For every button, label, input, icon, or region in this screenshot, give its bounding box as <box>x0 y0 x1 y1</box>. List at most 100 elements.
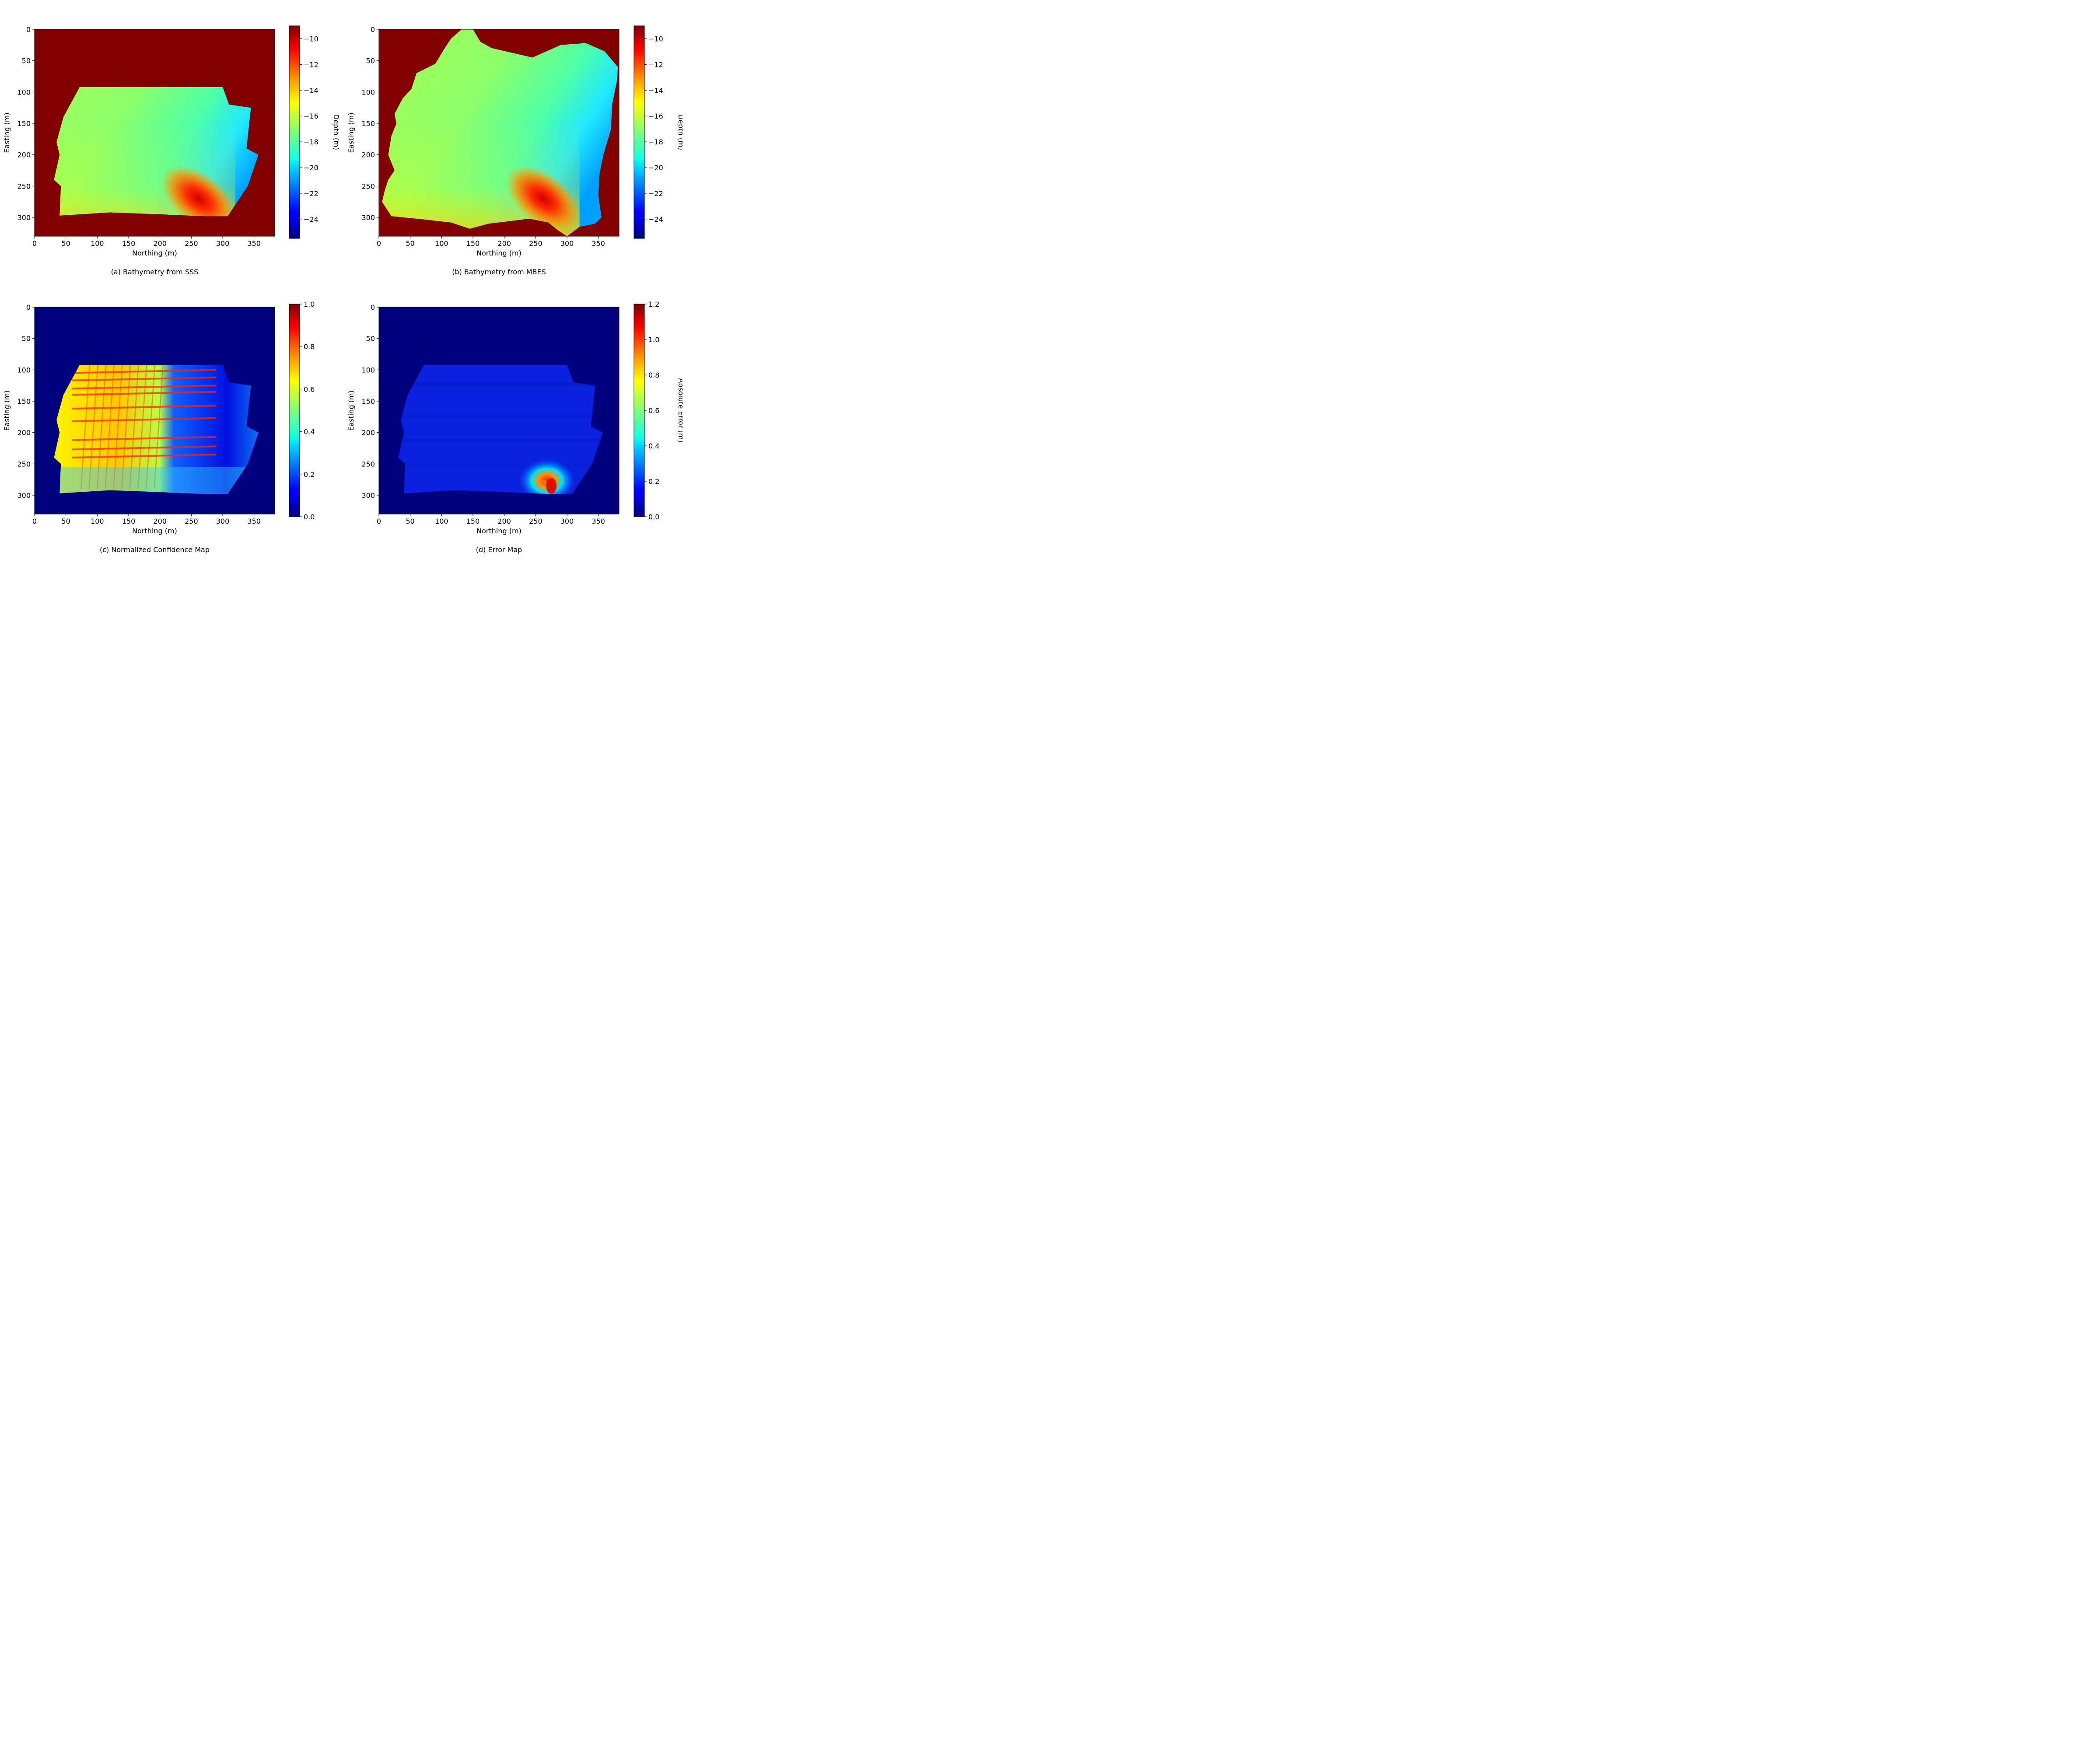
error-hotspot <box>546 478 557 494</box>
y-tick-label: 100 <box>17 366 31 374</box>
x-tick-label: 100 <box>91 239 104 248</box>
y-tick-label: 150 <box>17 397 31 406</box>
panel-caption: (d) Error Map <box>476 546 522 554</box>
y-tick-label: 0 <box>26 25 31 34</box>
confidence-track <box>113 365 123 489</box>
x-tick-label: 150 <box>122 517 136 525</box>
y-tick-label: 0 <box>26 303 31 312</box>
confidence-stripe <box>72 385 217 390</box>
y-tick-label: 300 <box>17 214 31 222</box>
figure-svg: 0 50 100 150 200 250 300 350 0 50 100 150 200 250 300 N… <box>3 25 685 554</box>
x-tick-label: 100 <box>91 517 104 525</box>
y-tick-label: 100 <box>361 366 375 374</box>
x-tick-label: 250 <box>529 239 542 248</box>
colorbar-tick-label: −16 <box>648 112 663 120</box>
x-tick-label: 150 <box>466 239 480 248</box>
colorbar-tick-label: −20 <box>304 164 318 172</box>
shoal-feature <box>505 165 581 232</box>
colorbar <box>634 25 645 239</box>
x-axis-label: Northing (m) <box>132 249 177 257</box>
x-tick-label: 350 <box>247 517 261 525</box>
y-tick-label: 250 <box>361 460 375 468</box>
colorbar-tick-label: −20 <box>648 164 663 172</box>
confidence-stripe <box>72 453 217 458</box>
y-tick-label: 50 <box>366 57 375 65</box>
plot-frame <box>378 307 620 514</box>
x-axis-label: Northing (m) <box>476 527 522 535</box>
colorbar-tick-label: −18 <box>304 138 318 146</box>
colorbar <box>289 25 300 239</box>
x-tick-label: 50 <box>61 517 70 525</box>
plot-frame <box>378 29 620 237</box>
colorbar-tick-label: 0.0 <box>648 513 659 521</box>
panel-c: 0 50 100 150 200 250 300 350 0 50 100 150 200 250 300 N… <box>3 300 315 554</box>
colorbar <box>289 304 300 517</box>
y-tick-label: 200 <box>17 429 31 437</box>
colorbar-tick-label: −14 <box>648 86 663 94</box>
colorbar-tick-label: −16 <box>304 112 318 120</box>
confidence-track <box>88 365 98 489</box>
colorbar-tick-label: 1.0 <box>304 300 315 308</box>
panel-d: 0 50 100 150 200 250 300 350 0 50 100 150 200 250 300 N… <box>347 300 685 554</box>
confidence-stripe <box>72 405 217 410</box>
colorbar-tick-label: 0.8 <box>304 343 315 351</box>
y-axis-label: Easting (m) <box>347 390 355 430</box>
colorbar-tick-label: −24 <box>648 215 663 224</box>
colorbar-label: Depth (m) <box>677 114 682 150</box>
plot-area <box>379 29 619 236</box>
y-tick-label: 250 <box>17 460 31 468</box>
confidence-track <box>137 365 147 489</box>
x-tick-label: 350 <box>592 517 605 525</box>
colorbar-tick-label: 0.4 <box>648 442 659 450</box>
x-tick-label: 0 <box>32 517 37 525</box>
x-tick-label: 300 <box>560 239 574 248</box>
x-tick-label: 50 <box>61 239 70 248</box>
y-axis-label: Easting (m) <box>347 112 355 153</box>
y-tick-label: 300 <box>17 491 31 500</box>
error-band <box>398 464 603 469</box>
x-tick-label: 350 <box>247 239 261 248</box>
y-tick-label: 300 <box>361 214 375 222</box>
y-tick-label: 50 <box>22 57 31 65</box>
x-tick-label: 300 <box>560 517 574 525</box>
colorbar-tick-label: 0.6 <box>648 406 659 415</box>
y-tick-label: 50 <box>366 335 375 343</box>
y-tick-label: 100 <box>17 88 31 96</box>
x-tick-label: 200 <box>497 517 511 525</box>
plot-area <box>35 29 275 236</box>
x-tick-label: 300 <box>216 517 230 525</box>
confidence-stripe <box>72 436 217 441</box>
confidence-track <box>80 365 90 489</box>
x-tick-label: 200 <box>153 239 167 248</box>
confidence-track <box>96 365 107 489</box>
error-band <box>398 382 603 387</box>
colorbar-tick-label: −14 <box>304 86 318 94</box>
colorbar-label: Depth (m) <box>332 114 340 150</box>
y-tick-label: 200 <box>17 151 31 159</box>
x-tick-label: 350 <box>592 239 605 248</box>
colorbar-tick-label: −12 <box>648 60 663 69</box>
colorbar-tick-label: −22 <box>304 189 318 198</box>
y-axis-label: Easting (m) <box>3 112 11 153</box>
colorbar-tick-label: −10 <box>304 35 318 43</box>
error-band <box>398 439 603 443</box>
plot-frame <box>34 29 275 237</box>
confidence-track <box>154 365 164 489</box>
y-tick-label: 150 <box>361 397 375 406</box>
x-tick-label: 100 <box>435 239 448 248</box>
y-tick-label: 100 <box>361 88 375 96</box>
x-axis-label: Northing (m) <box>132 527 177 535</box>
y-tick-label: 150 <box>361 119 375 128</box>
coverage-region <box>398 364 603 494</box>
x-tick-label: 150 <box>122 239 136 248</box>
y-tick-label: 200 <box>361 429 375 437</box>
colorbar-tick-label: 0.0 <box>304 513 315 521</box>
y-tick-label: 0 <box>371 303 375 312</box>
panel-caption: (c) Normalized Confidence Map <box>100 546 210 554</box>
colorbar-tick-label: 0.2 <box>648 477 659 486</box>
x-tick-label: 50 <box>406 517 414 525</box>
error-hotspot <box>540 480 547 485</box>
colorbar <box>634 304 645 517</box>
confidence-track <box>105 365 115 489</box>
colorbar-tick-label: 1.0 <box>648 336 659 344</box>
